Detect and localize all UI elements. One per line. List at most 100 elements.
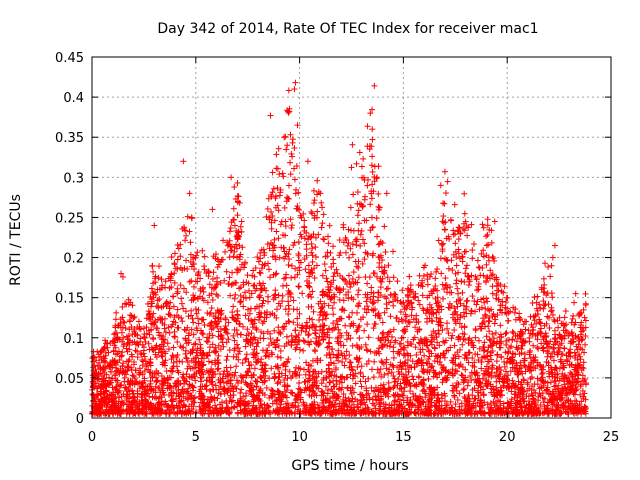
data-point <box>234 179 241 186</box>
data-point <box>226 237 233 244</box>
data-point <box>451 201 458 208</box>
data-point <box>242 289 249 296</box>
data-point <box>435 237 442 244</box>
data-point <box>488 272 495 279</box>
data-point <box>473 301 480 308</box>
data-point <box>470 241 477 248</box>
data-point <box>325 302 332 309</box>
data-point <box>409 358 416 365</box>
data-point <box>153 377 160 384</box>
data-point <box>286 246 293 253</box>
data-point <box>192 377 199 384</box>
data-point <box>342 394 349 401</box>
data-point <box>448 335 455 342</box>
data-point <box>399 287 406 294</box>
data-point <box>223 239 230 246</box>
data-point <box>478 365 485 372</box>
data-point <box>287 159 294 166</box>
data-point <box>355 324 362 331</box>
data-point <box>440 200 447 207</box>
data-point <box>197 327 204 334</box>
data-point <box>408 312 415 319</box>
data-point <box>311 275 318 282</box>
data-point <box>275 342 282 349</box>
data-point <box>102 337 109 344</box>
data-point <box>313 262 320 269</box>
data-point <box>381 223 388 230</box>
data-point <box>521 318 528 325</box>
data-point <box>434 339 441 346</box>
data-point <box>196 336 203 343</box>
data-point <box>390 326 397 333</box>
data-point <box>403 323 410 330</box>
data-point <box>359 236 366 243</box>
data-point <box>238 298 245 305</box>
data-point <box>486 328 493 335</box>
data-point <box>385 285 392 292</box>
data-point <box>190 341 197 348</box>
data-point <box>438 270 445 277</box>
data-point <box>344 384 351 391</box>
data-point <box>412 344 419 351</box>
data-point <box>301 256 308 263</box>
data-point <box>279 292 286 299</box>
data-point <box>215 360 222 367</box>
data-point <box>578 328 585 335</box>
data-point <box>490 255 497 262</box>
data-point <box>230 205 237 212</box>
data-point <box>483 233 490 240</box>
data-point <box>452 401 459 408</box>
data-point <box>209 296 216 303</box>
data-point <box>582 341 589 348</box>
data-point <box>412 324 419 331</box>
data-point <box>468 221 475 228</box>
data-point <box>551 327 558 334</box>
data-point <box>484 348 491 355</box>
data-point <box>540 298 547 305</box>
data-point <box>369 106 376 113</box>
data-point <box>144 360 151 367</box>
data-point <box>472 395 479 402</box>
data-point <box>354 291 361 298</box>
data-point <box>497 307 504 314</box>
data-point <box>362 341 369 348</box>
data-point <box>274 380 281 387</box>
data-point <box>358 163 365 170</box>
data-point <box>357 231 364 238</box>
data-point <box>433 268 440 275</box>
data-point <box>356 220 363 227</box>
data-point <box>419 359 426 366</box>
data-point <box>439 327 446 334</box>
data-point <box>370 374 377 381</box>
data-point <box>113 309 120 316</box>
data-point <box>437 315 444 322</box>
data-point <box>330 311 337 318</box>
data-point <box>480 247 487 254</box>
data-point <box>268 225 275 232</box>
data-point <box>229 269 236 276</box>
data-point <box>229 309 236 316</box>
data-point <box>580 359 587 366</box>
data-point <box>246 287 253 294</box>
data-point <box>374 366 381 373</box>
data-point <box>433 314 440 321</box>
data-point <box>276 171 283 178</box>
data-point <box>427 364 434 371</box>
data-point <box>248 290 255 297</box>
data-point <box>409 373 416 380</box>
data-point <box>455 290 462 297</box>
data-point <box>380 381 387 388</box>
data-point <box>486 336 493 343</box>
data-point <box>309 316 316 323</box>
data-point <box>271 236 278 243</box>
data-point <box>264 241 271 248</box>
data-point <box>314 177 321 184</box>
data-point <box>315 370 322 377</box>
data-point <box>475 337 482 344</box>
data-point <box>461 278 468 285</box>
data-point <box>288 262 295 269</box>
data-point <box>308 208 315 215</box>
data-point <box>401 328 408 335</box>
data-point <box>439 295 446 302</box>
